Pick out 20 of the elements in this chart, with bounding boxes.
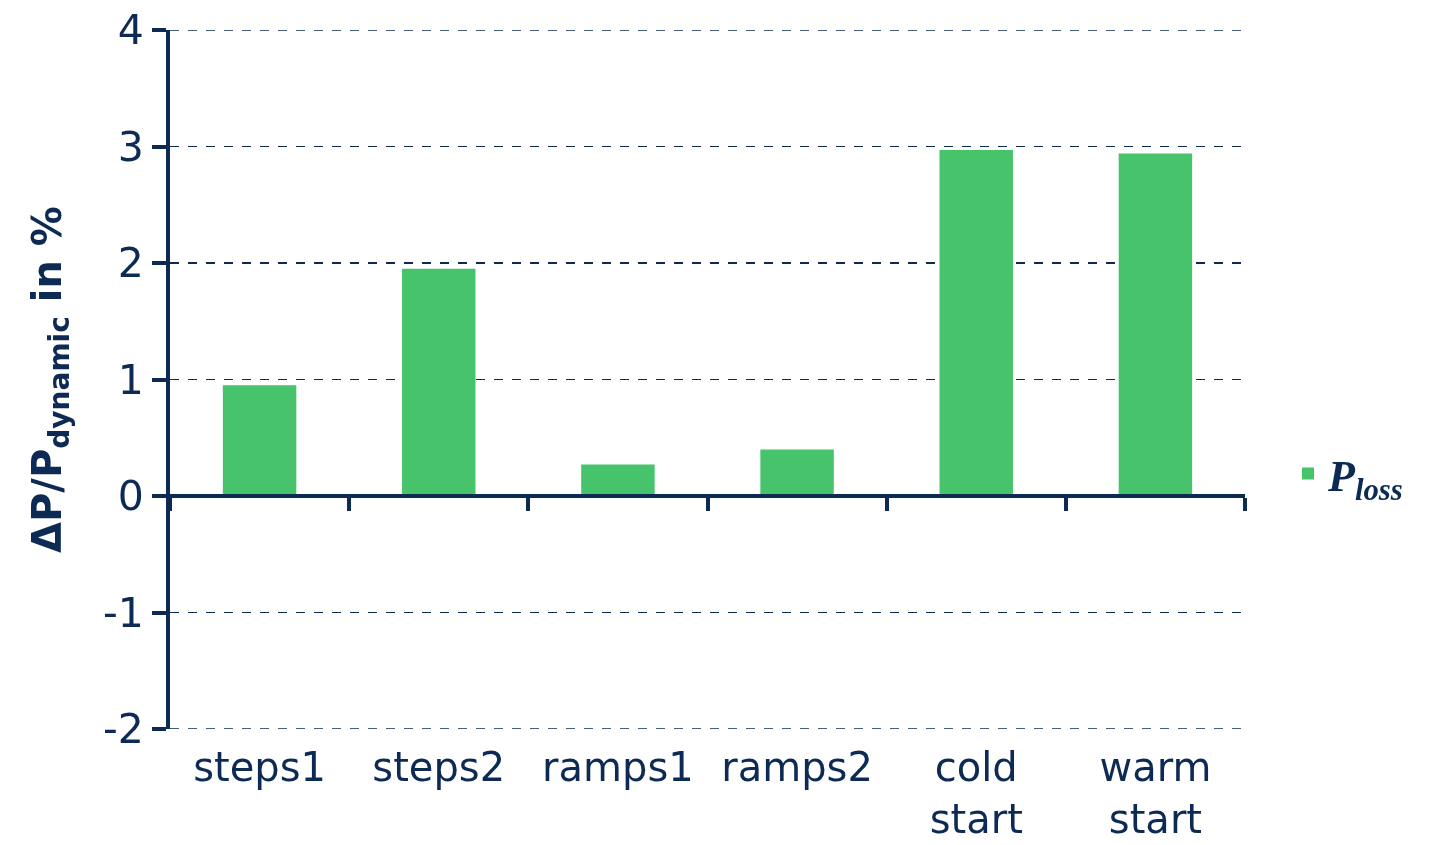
legend-label: P$_{loss}$	[1327, 451, 1403, 507]
y-tick-label: 1	[117, 355, 144, 404]
bar	[581, 464, 655, 496]
x-tick-label: steps2	[372, 744, 506, 790]
x-tick-label: steps1	[193, 744, 326, 790]
bar	[760, 449, 834, 496]
y-tick-label: -2	[102, 705, 144, 754]
y-tick-label: 2	[117, 239, 144, 288]
bar	[939, 150, 1013, 496]
y-tick-label: -1	[102, 588, 144, 637]
y-tick-label: 4	[117, 6, 144, 55]
y-tick-label: 3	[117, 122, 144, 171]
x-tick-label: warm start	[1099, 744, 1212, 842]
bar	[402, 268, 476, 496]
bar	[1118, 153, 1193, 496]
bar	[222, 385, 297, 496]
y-tick-label: 0	[117, 472, 144, 521]
x-tick-label: cold start	[929, 744, 1023, 842]
x-tick-label: ramps2	[721, 744, 873, 790]
x-tick-label: ramps1	[542, 744, 694, 790]
